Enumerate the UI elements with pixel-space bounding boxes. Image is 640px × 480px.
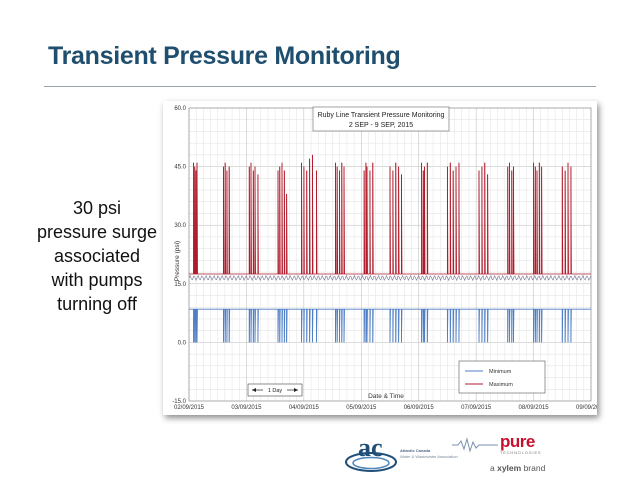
xylem-suffix: brand (521, 463, 546, 473)
legend-label-minimum: Minimum (489, 369, 512, 375)
ac-association-logo: ac (345, 433, 397, 472)
title-divider (44, 86, 596, 87)
one-day-annotation: 1 Day (247, 383, 303, 397)
y-tick-label: 60.0 (174, 106, 186, 112)
x-tick-label: 06/09/2015 (404, 405, 435, 411)
one-day-label: 1 Day (268, 388, 283, 394)
x-tick-label: 04/09/2015 (289, 405, 320, 411)
x-tick-label: 05/09/2015 (346, 405, 377, 411)
callout-text: 30 psi pressure surge associated with pu… (22, 196, 172, 316)
ac-logo-name: Atlantic Canada (400, 448, 431, 453)
series-lines (188, 154, 592, 343)
y-tick-label: 45.0 (174, 165, 186, 171)
pressure-chart: -15.0 0.0 15.0 30.0 45.0 60.0 02/09/2015 03/09/… (163, 101, 597, 415)
callout-line: pressure surge (36, 222, 158, 242)
y-tick-label: 0.0 (178, 340, 187, 346)
callout-line: 30 psi (72, 198, 122, 218)
y-tick-label: -15.0 (172, 399, 186, 405)
chart-title-box: Ruby Line Transient Pressure Monitoring … (312, 106, 450, 132)
legend-label-maximum: Maximum (489, 382, 513, 388)
xylem-prefix: a (490, 463, 498, 473)
slide-title: Transient Pressure Monitoring (48, 42, 401, 70)
x-tick-label: 03/09/2015 (231, 405, 262, 411)
xylem-brand-line: a xylem brand (490, 463, 545, 473)
x-tick-label: 02/09/2015 (174, 405, 205, 411)
y-tick-label: 15.0 (174, 282, 186, 288)
x-tick-label: 08/09/2015 (519, 405, 550, 411)
legend: Minimum Maximum (458, 360, 546, 394)
series-band-maximum (188, 274, 592, 282)
xylem-brand: xylem (497, 463, 522, 473)
chart-title: Ruby Line Transient Pressure Monitoring (318, 112, 445, 119)
x-axis-label: Date & Time (368, 393, 404, 400)
ac-logo-mark: ac (358, 433, 383, 462)
sponsor-logos: ac Atlantic Canada Water & Wastewater As… (340, 430, 600, 478)
pressure-chart-svg: -15.0 0.0 15.0 30.0 45.0 60.0 02/09/2015 03/09/… (172, 106, 597, 411)
pure-logo-sub: TECHNOLOGIES (500, 450, 542, 455)
callout-line: with pumps (51, 270, 143, 290)
x-tick-label: 09/09/2015 (576, 405, 597, 411)
y-axis-label: Pressure (psi) (174, 241, 181, 281)
chart-subtitle: 2 SEP - 9 SEP, 2015 (349, 122, 413, 129)
x-tick-label: 07/09/2015 (461, 405, 492, 411)
pure-wave-icon (452, 437, 498, 453)
callout-line: associated (53, 246, 141, 266)
ac-logo-subname: Water & Wastewater Association (400, 454, 458, 459)
callout-line: turning off (57, 294, 137, 314)
y-tick-label: 30.0 (174, 223, 186, 229)
pure-logo-word: pure (500, 432, 535, 451)
